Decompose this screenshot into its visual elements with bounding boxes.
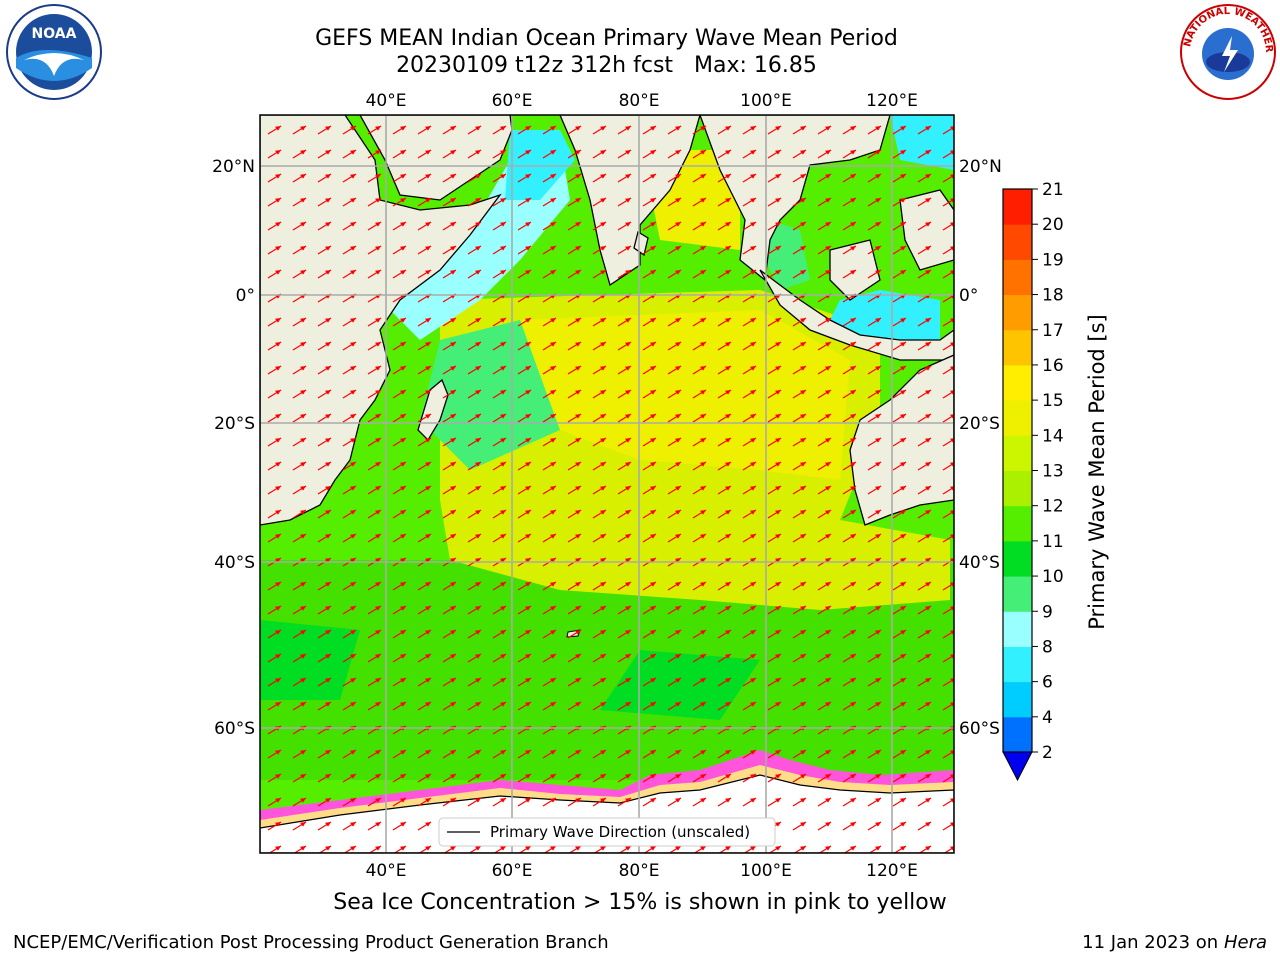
colorbar-segment	[1003, 540, 1032, 577]
map-gridlines	[260, 115, 954, 853]
nws-logo: NATIONAL WEATHER SERVICE	[1178, 2, 1276, 100]
map-field	[260, 115, 954, 853]
colorbar-segment	[1003, 576, 1032, 612]
colorbar-segments	[1003, 189, 1032, 753]
colorbar-tick-label: 4	[1042, 708, 1053, 728]
colorbar-tick-label: 20	[1042, 215, 1064, 235]
lon-label: 60°E	[492, 861, 533, 880]
footer-host: Hera	[1223, 932, 1267, 953]
colorbar-tick-label: 10	[1042, 567, 1064, 587]
top-lon-labels: 40°E 60°E 80°E 100°E 120°E	[366, 91, 918, 111]
colorbar-segment	[1003, 646, 1032, 683]
colorbar-tick-label: 13	[1042, 462, 1064, 482]
lon-label: 60°E	[492, 91, 533, 111]
colorbar-segment	[1003, 716, 1032, 753]
lon-label: 40°E	[366, 91, 407, 111]
colorbar: 2 4 6 8 9 10 11 12 13 14 15 16 17 18 19 20 21	[1002, 180, 1064, 782]
colorbar-tick-label: 21	[1042, 180, 1064, 200]
map-legend: Primary Wave Direction (unscaled)	[438, 817, 776, 847]
lon-label: 120°E	[866, 91, 918, 111]
colorbar-segment	[1003, 470, 1032, 507]
forecast-run-label: 20230109 t12z 312h fcst	[396, 53, 674, 78]
colorbar-segment	[1003, 329, 1032, 366]
footer-date: 11 Jan 2023 on Hera	[1082, 932, 1267, 953]
right-lat-labels: 20°N 0° 20°S 40°S 60°S	[959, 157, 1002, 739]
colorbar-segment	[1003, 435, 1032, 471]
lat-label: 60°S	[214, 719, 255, 739]
lat-label: 20°N	[212, 157, 255, 177]
colorbar-segment	[1003, 259, 1032, 296]
colorbar-tick-label: 18	[1042, 286, 1064, 306]
colorbar-segment	[1003, 681, 1032, 718]
lat-label: 40°S	[214, 553, 255, 573]
colorbar-tick-label: 2	[1042, 743, 1053, 763]
lat-label: 40°S	[959, 553, 1000, 573]
colorbar-tick-label: 17	[1042, 321, 1064, 341]
colorbar-tick-label: 15	[1042, 391, 1064, 411]
max-value-label: Max: 16.85	[694, 53, 817, 78]
footer-date-text: 11 Jan 2023 on	[1082, 932, 1224, 953]
colorbar-tick-label: 12	[1042, 497, 1064, 517]
colorbar-segment	[1003, 224, 1032, 260]
colorbar-extend-triangle	[1002, 751, 1033, 782]
wave-period-map: 40°E 60°E 80°E 100°E 120°E 40°E 60°E 80°…	[212, 91, 1002, 880]
colorbar-segment	[1003, 364, 1032, 401]
lon-label: 100°E	[740, 861, 792, 880]
sea-ice-note: Sea Ice Concentration > 15% is shown in …	[333, 890, 947, 915]
lon-label: 40°E	[366, 861, 407, 880]
colorbar-segment	[1003, 505, 1032, 542]
lon-label: 80°E	[619, 91, 660, 111]
lat-label: 0°	[959, 286, 978, 306]
lon-label: 120°E	[866, 861, 918, 880]
legend-label: Primary Wave Direction (unscaled)	[490, 823, 750, 841]
colorbar-tick-label: 16	[1042, 356, 1064, 376]
colorbar-tick-label: 14	[1042, 426, 1064, 446]
colorbar-segment	[1003, 294, 1032, 331]
colorbar-tick-label: 6	[1042, 673, 1053, 693]
lat-label: 0°	[236, 286, 255, 306]
noaa-logo-text: NOAA	[32, 26, 77, 42]
chart-subtitle: 20230109 t12z 312h fcst Max: 16.85	[0, 53, 1213, 78]
lat-label: 60°S	[959, 719, 1000, 739]
lon-label: 100°E	[740, 91, 792, 111]
chart-title: GEFS MEAN Indian Ocean Primary Wave Mean…	[315, 26, 898, 51]
wave-direction-arrows	[260, 115, 954, 853]
lat-label: 20°S	[214, 414, 255, 434]
colorbar-tick-label: 19	[1042, 250, 1064, 270]
lat-label: 20°N	[959, 157, 1002, 177]
bottom-lon-labels: 40°E 60°E 80°E 100°E 120°E	[366, 861, 918, 880]
lon-label: 80°E	[619, 861, 660, 880]
colorbar-tick-label: 8	[1042, 637, 1053, 657]
footer-branch: NCEP/EMC/Verification Post Processing Pr…	[13, 932, 609, 953]
map-frame	[259, 114, 955, 854]
colorbar-segment	[1003, 189, 1032, 225]
colorbar-label: Primary Wave Mean Period [s]	[1085, 314, 1109, 630]
colorbar-ticks: 2 4 6 8 9 10 11 12 13 14 15 16 17 18 19 20 21	[1032, 180, 1064, 763]
left-lat-labels: 20°N 0° 20°S 40°S 60°S	[212, 157, 255, 739]
noaa-logo: NOAA	[6, 4, 102, 100]
colorbar-tick-label: 11	[1042, 532, 1064, 552]
colorbar-tick-label: 9	[1042, 602, 1053, 622]
colorbar-segment	[1003, 400, 1032, 436]
colorbar-segment	[1003, 611, 1032, 647]
lat-label: 20°S	[959, 414, 1000, 434]
